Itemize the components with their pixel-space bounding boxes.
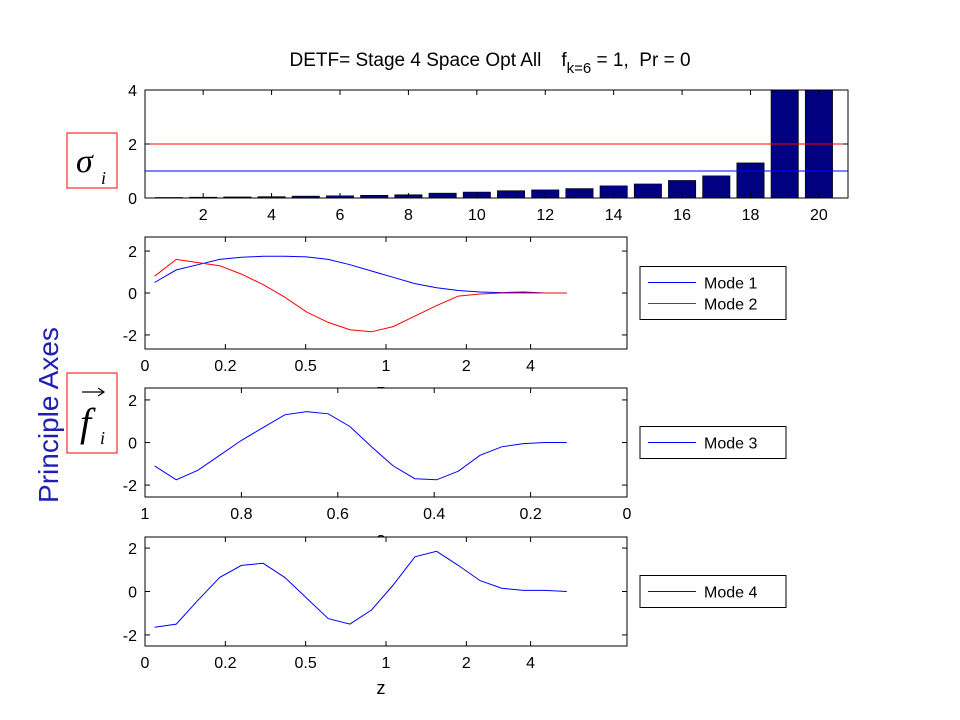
y-tick-label: -2 (123, 478, 137, 495)
bar (565, 188, 594, 199)
x-tick-label: 2 (462, 655, 471, 672)
title-rest: = 1, Pr = 0 (591, 50, 690, 71)
x-tick-label: 10 (468, 207, 486, 224)
x-tick-label: 14 (605, 207, 623, 224)
title-subscript: k=6 (567, 60, 592, 77)
x-tick-label: 0.5 (295, 655, 317, 672)
y-tick-label: 2 (128, 137, 137, 154)
y-tick-label: 4 (128, 83, 137, 100)
y-tick-label: 2 (128, 244, 137, 261)
series-line (154, 550, 567, 628)
x-tick-label: 0.2 (214, 655, 236, 672)
x-tick-label: 4 (267, 207, 276, 224)
legend-label: Mode 4 (704, 585, 757, 602)
axes-background (145, 537, 627, 646)
y-tick-label: -2 (123, 628, 137, 645)
bar (736, 162, 765, 199)
chart-title: DETF= Stage 4 Space Opt All fk=6 = 1, Pr … (289, 50, 690, 77)
x-tick-label: 1 (382, 655, 391, 672)
f-symbol: f (80, 400, 96, 445)
x-tick-label: 16 (673, 207, 691, 224)
x-tick-label: 0.6 (327, 506, 349, 523)
y-tick-label: -2 (123, 328, 137, 345)
side-label: Principle Axes (33, 327, 64, 503)
x-tick-label: 0.2 (519, 506, 541, 523)
y-tick-label: 2 (128, 393, 137, 410)
x-tick-label: 0 (141, 358, 150, 375)
x-tick-label: 0.5 (295, 358, 317, 375)
x-tick-label: 4 (526, 358, 535, 375)
y-tick-label: 0 (128, 286, 137, 303)
x-axis-label: z (377, 678, 386, 698)
x-tick-label: 8 (404, 207, 413, 224)
x-tick-label: 2 (199, 207, 208, 224)
y-tick-label: 0 (128, 191, 137, 208)
title-symbol: f (561, 50, 567, 71)
x-tick-label: 1 (141, 506, 150, 523)
sigma-subscript: i (101, 168, 106, 188)
bar (497, 190, 526, 199)
vector-arrow-head (97, 387, 106, 397)
bar (702, 175, 731, 199)
y-tick-label: 0 (128, 585, 137, 602)
series-line (154, 411, 567, 481)
legend-label: Mode 3 (704, 436, 757, 453)
y-tick-label: 2 (128, 541, 137, 558)
x-tick-label: 18 (742, 207, 760, 224)
sigma-box (66, 132, 118, 189)
y-tick-label: 0 (128, 436, 137, 453)
bar (633, 183, 662, 199)
legend-box (639, 266, 787, 320)
series-line (154, 255, 567, 294)
x-tick-label: 0 (623, 506, 632, 523)
x-tick-label: 20 (810, 207, 828, 224)
x-tick-label: 2 (462, 358, 471, 375)
x-tick-label: 12 (536, 207, 554, 224)
f-subscript: i (100, 428, 105, 448)
series-line (154, 258, 567, 333)
title-main: DETF= Stage 4 Space Opt All (289, 50, 541, 71)
legend-label: Mode 1 (704, 276, 757, 293)
x-tick-label: 6 (336, 207, 345, 224)
x-tick-label: 0.8 (230, 506, 252, 523)
x-tick-label: 0.2 (214, 358, 236, 375)
x-tick-label: 4 (526, 655, 535, 672)
x-tick-label: 0.4 (423, 506, 445, 523)
legend-label: Mode 2 (704, 297, 757, 314)
x-tick-label: 1 (382, 358, 391, 375)
f-box (66, 372, 118, 454)
bar (428, 192, 457, 199)
sigma-symbol: σ (76, 143, 94, 180)
x-tick-label: 0 (141, 655, 150, 672)
